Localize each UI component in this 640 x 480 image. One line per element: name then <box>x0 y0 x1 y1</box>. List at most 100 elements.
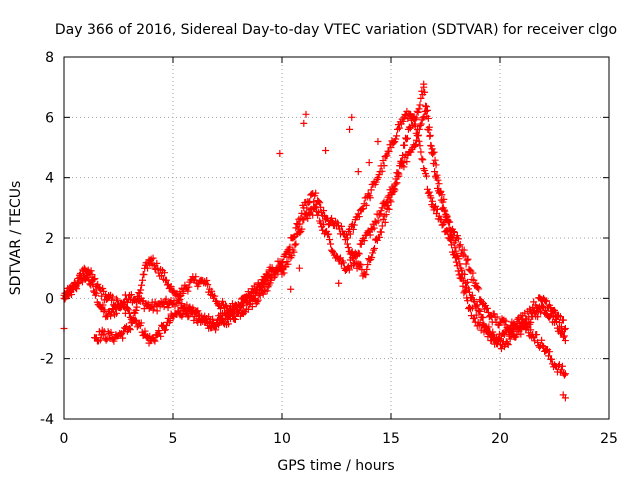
data-point <box>472 279 480 287</box>
data-point <box>144 264 152 272</box>
y-tick-labels: -4 -2 0 2 4 6 8 <box>40 50 54 428</box>
data-point <box>474 284 482 292</box>
data-point <box>90 275 98 283</box>
y-tick-label: 6 <box>45 110 54 126</box>
y-axis-label: SDTVAR / TECUs <box>8 181 24 296</box>
data-point <box>432 161 440 169</box>
data-point <box>140 271 148 279</box>
data-point <box>119 334 127 342</box>
data-point <box>561 394 569 402</box>
data-point <box>153 259 161 267</box>
data-point <box>354 168 362 176</box>
data-point <box>560 332 568 340</box>
data-point <box>128 319 136 327</box>
data-point <box>346 125 354 133</box>
data-point <box>308 190 316 198</box>
data-point <box>424 114 432 122</box>
data-point <box>378 167 386 175</box>
data-point <box>555 361 563 369</box>
data-point <box>251 292 259 300</box>
data-point <box>392 135 400 143</box>
data-point <box>464 278 472 286</box>
data-point <box>449 228 457 236</box>
x-tick-label: 0 <box>60 431 69 447</box>
data-point <box>164 304 172 312</box>
data-point <box>346 230 354 238</box>
data-point <box>423 172 431 180</box>
data-point <box>224 315 231 323</box>
data-point <box>354 249 362 257</box>
data-point <box>390 188 398 196</box>
data-point <box>533 331 541 339</box>
data-point <box>179 289 187 297</box>
data-point <box>455 255 463 263</box>
data-point <box>417 120 425 128</box>
data-point <box>248 303 256 311</box>
data-point <box>375 171 383 179</box>
data-point <box>423 103 431 111</box>
data-point <box>382 211 390 219</box>
data-point <box>419 156 427 164</box>
data-point <box>191 312 199 320</box>
data-point <box>113 309 121 317</box>
data-point <box>516 320 524 328</box>
data-point <box>527 318 535 326</box>
data-point <box>213 318 221 326</box>
data-point <box>94 280 102 288</box>
data-point <box>441 207 449 215</box>
data-point <box>461 270 469 278</box>
data-point <box>343 234 351 242</box>
data-point <box>385 205 393 213</box>
data-point <box>153 307 161 315</box>
data-point <box>391 186 399 194</box>
data-point <box>315 198 323 206</box>
data-point <box>133 303 141 311</box>
data-point <box>108 296 116 304</box>
data-point <box>561 325 569 332</box>
data-point <box>385 147 393 155</box>
data-point <box>98 292 106 300</box>
data-point <box>253 286 261 294</box>
data-point <box>463 256 471 264</box>
x-tick-labels: 0 5 10 15 20 25 <box>60 431 618 447</box>
data-point <box>350 221 358 229</box>
data-point <box>220 317 228 325</box>
data-point <box>472 311 480 319</box>
data-point <box>534 313 542 321</box>
x-tick-label: 25 <box>600 431 618 447</box>
y-tick-label: 0 <box>45 291 54 307</box>
data-point <box>367 186 375 194</box>
data-point <box>398 157 406 165</box>
data-point <box>203 276 211 284</box>
data-point <box>253 298 261 306</box>
data-point <box>359 205 367 213</box>
data-point <box>276 150 284 158</box>
data-point <box>455 242 463 250</box>
data-point <box>344 263 352 271</box>
data-point <box>114 297 122 305</box>
data-point <box>320 221 328 229</box>
data-point <box>489 328 497 336</box>
y-tick-label: 4 <box>45 171 54 187</box>
y-tick-label: -4 <box>40 412 54 428</box>
data-point <box>339 230 347 238</box>
data-point <box>279 258 287 266</box>
data-point <box>374 137 382 145</box>
data-point <box>271 268 279 276</box>
data-point <box>132 306 140 314</box>
data-point <box>291 241 299 249</box>
data-point <box>504 341 512 349</box>
data-point <box>539 302 547 310</box>
data-point <box>560 326 568 334</box>
data-point <box>387 198 395 206</box>
data-point <box>175 298 183 306</box>
data-point <box>525 313 533 321</box>
data-point <box>475 285 483 293</box>
data-point <box>472 302 480 310</box>
data-point <box>534 304 542 312</box>
data-point <box>320 207 328 215</box>
data-point <box>476 307 484 315</box>
data-point <box>327 240 335 248</box>
data-point <box>185 283 193 291</box>
data-point <box>383 152 391 160</box>
